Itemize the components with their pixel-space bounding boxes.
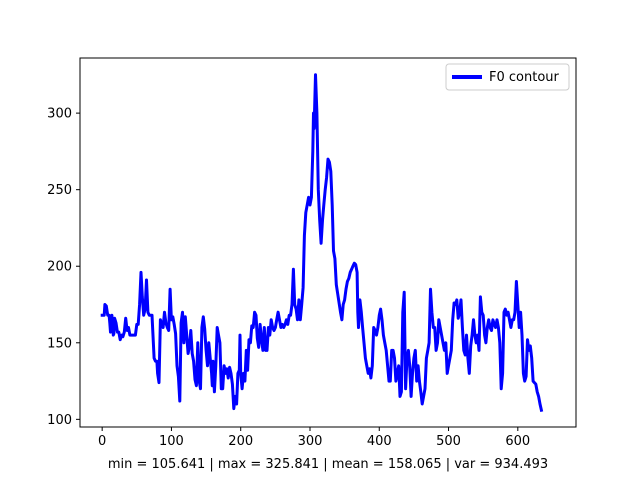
series-layer xyxy=(100,73,544,412)
x-tick-label: 200 xyxy=(228,434,253,449)
series-line-f0-contour xyxy=(100,73,544,412)
x-axis-label: min = 105.641 | max = 325.841 | mean = 1… xyxy=(108,457,548,472)
legend-label: F0 contour xyxy=(489,70,560,85)
y-tick-label: 150 xyxy=(47,336,72,351)
x-tick-label: 0 xyxy=(98,434,106,449)
x-axis: 0 100 200 300 400 500 600 xyxy=(98,427,530,449)
x-tick-label: 500 xyxy=(436,434,461,449)
y-tick-label: 200 xyxy=(47,260,72,275)
plot-area xyxy=(79,57,577,428)
y-tick-label: 250 xyxy=(47,183,72,198)
x-tick-label: 300 xyxy=(298,434,323,449)
x-tick-label: 100 xyxy=(159,434,184,449)
y-axis: 100 150 200 250 300 xyxy=(47,107,80,428)
legend-box xyxy=(445,63,570,91)
y-tick-label: 100 xyxy=(47,413,72,428)
legend: F0 contour xyxy=(445,63,570,91)
x-tick-label: 400 xyxy=(367,434,392,449)
x-tick-label: 600 xyxy=(505,434,530,449)
y-tick-label: 300 xyxy=(47,107,72,122)
